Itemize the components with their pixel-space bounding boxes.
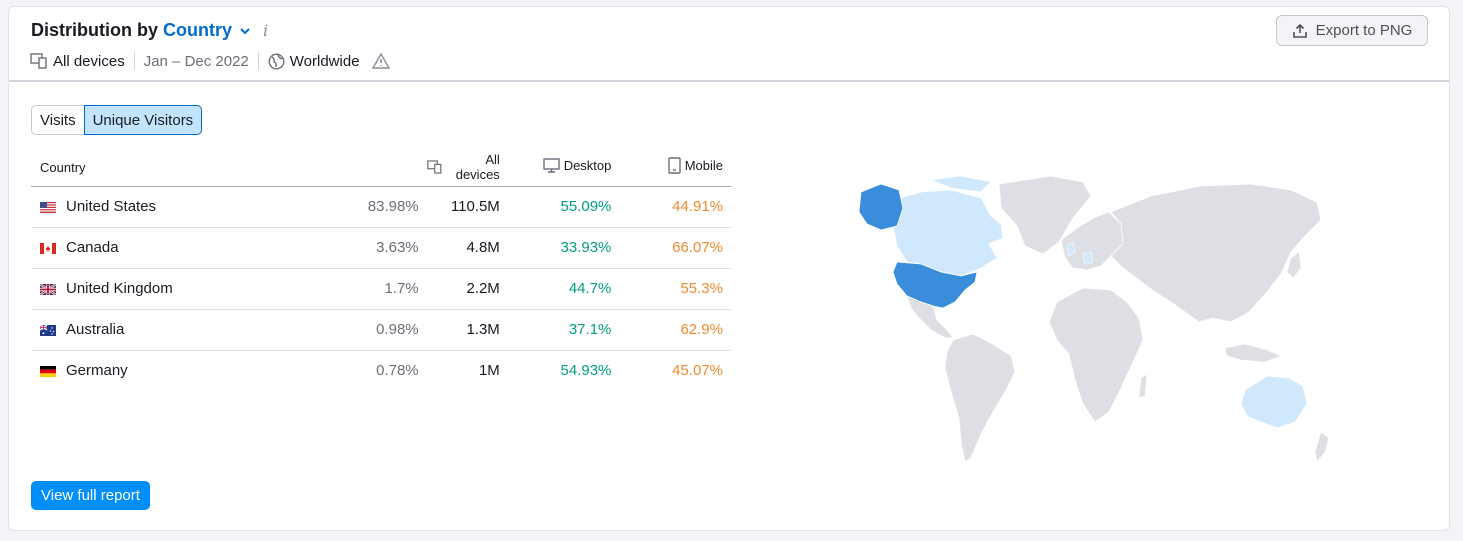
filters-row: All devices Jan – Dec 2022 Worldwide: [30, 52, 395, 70]
map-region-mexico[interactable]: [906, 295, 954, 339]
all-devices-value: 1M: [478, 362, 500, 380]
dimension-dropdown[interactable]: Country: [163, 20, 232, 40]
all-devices-value: 110.5M: [426, 186, 508, 228]
table-row[interactable]: United Kingdom 1.7% 2.2M 44.7% 55.3%: [31, 268, 731, 310]
country-name[interactable]: Germany: [66, 362, 128, 380]
devices-icon: [426, 160, 442, 174]
devices-filter[interactable]: All devices: [53, 52, 125, 70]
country-name[interactable]: Australia: [66, 321, 125, 338]
title-prefix: Distribution by: [31, 20, 158, 40]
header-desktop: Desktop: [507, 149, 620, 187]
widget-header: Distribution by Country i All devices Ja…: [9, 7, 1449, 82]
desktop-value: 33.93%: [507, 227, 620, 269]
map-region-asia[interactable]: [1110, 183, 1322, 323]
mobile-icon: [668, 157, 681, 174]
desktop-icon: [542, 158, 560, 173]
map-region-greenland[interactable]: [998, 175, 1092, 255]
map-region-africa[interactable]: [1048, 287, 1144, 423]
toggle-unique-visitors[interactable]: Unique Visitors: [83, 105, 203, 135]
map-region-indonesia[interactable]: [1224, 343, 1282, 363]
export-label: Export to PNG: [1315, 22, 1413, 39]
share-value: 0.98%: [335, 309, 427, 351]
toggle-visits[interactable]: Visits: [31, 105, 84, 135]
view-full-report-button[interactable]: View full report: [31, 481, 150, 510]
widget-title: Distribution by Country i: [31, 20, 268, 41]
region-filter[interactable]: Worldwide: [289, 52, 360, 70]
map-region-canada[interactable]: [892, 175, 1004, 277]
mobile-value: 55.3%: [619, 268, 731, 310]
map-region-australia[interactable]: [1240, 375, 1308, 429]
country-name[interactable]: United States: [66, 198, 157, 215]
map-region-south-america[interactable]: [944, 333, 1016, 463]
table-row[interactable]: Germany 0.78% 1M 54.93% 45.07%: [31, 350, 731, 391]
us-flag-icon: [40, 201, 56, 213]
map-region-new-zealand[interactable]: [1314, 431, 1330, 463]
mobile-value: 45.07%: [672, 362, 723, 380]
au-flag-icon: [40, 324, 56, 336]
all-devices-value: 2.2M: [426, 268, 508, 310]
world-map[interactable]: [821, 172, 1341, 472]
desktop-value: 55.09%: [507, 186, 620, 228]
desktop-value: 54.93%: [560, 362, 612, 380]
header-share: [335, 149, 427, 187]
table-header-row: Country All devices Desktop Mobile: [31, 149, 731, 187]
share-value: 1.7%: [335, 268, 427, 310]
export-icon: [1292, 23, 1307, 38]
country-name[interactable]: Canada: [66, 239, 119, 256]
period-filter[interactable]: Jan – Dec 2022: [143, 52, 249, 70]
table-row[interactable]: Australia 0.98% 1.3M 37.1% 62.9%: [31, 309, 731, 351]
divider: [257, 52, 259, 70]
share-value: 83.98%: [335, 186, 427, 228]
de-flag-icon: [40, 365, 56, 377]
devices-icon: [30, 53, 47, 69]
table-row[interactable]: Canada 3.63% 4.8M 33.93% 66.07%: [31, 227, 731, 269]
map-region-madagascar[interactable]: [1138, 373, 1148, 399]
ca-flag-icon: [40, 242, 56, 254]
share-value: 3.63%: [335, 227, 427, 269]
map-region-germany[interactable]: [1082, 251, 1094, 265]
export-png-button[interactable]: Export to PNG: [1276, 15, 1428, 46]
header-country: Country: [31, 149, 336, 187]
info-icon[interactable]: i: [263, 21, 269, 40]
mobile-value: 44.91%: [619, 186, 731, 228]
header-all-devices: All devices: [426, 149, 508, 187]
map-region-united-states[interactable]: [892, 261, 978, 309]
share-value: 0.78%: [376, 362, 419, 380]
distribution-widget: Distribution by Country i All devices Ja…: [8, 6, 1450, 531]
chevron-down-icon[interactable]: [239, 25, 251, 37]
mobile-value: 66.07%: [619, 227, 731, 269]
all-devices-value: 1.3M: [426, 309, 508, 351]
warning-icon[interactable]: [371, 53, 390, 69]
metric-toggle: Visits Unique Visitors: [31, 105, 203, 135]
country-name[interactable]: United Kingdom: [66, 280, 173, 297]
map-region-alaska[interactable]: [858, 183, 904, 231]
map-region-japan[interactable]: [1286, 251, 1302, 279]
all-devices-value: 4.8M: [426, 227, 508, 269]
table-row[interactable]: United States 83.98% 110.5M 55.09% 44.91…: [31, 186, 731, 228]
globe-icon: [268, 52, 285, 70]
header-mobile: Mobile: [619, 149, 731, 187]
country-table: Country All devices Desktop Mobile Unite…: [31, 149, 731, 391]
divider: [133, 52, 135, 70]
desktop-value: 44.7%: [507, 268, 620, 310]
mobile-value: 62.9%: [619, 309, 731, 351]
desktop-value: 37.1%: [507, 309, 620, 351]
gb-flag-icon: [40, 283, 56, 295]
map-region-united-kingdom[interactable]: [1066, 241, 1076, 257]
